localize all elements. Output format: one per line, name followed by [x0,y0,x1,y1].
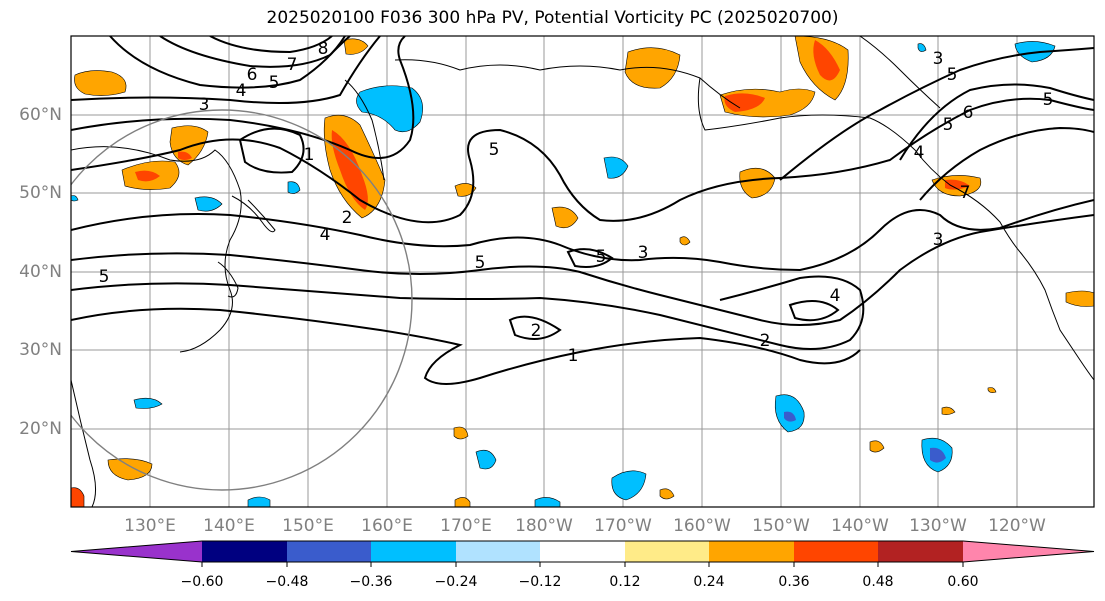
longitude-labels: 130°E 140°E 150°E 160°E 170°E 180°W 170°W 160°W… [124,516,1046,536]
lon-label: 120°W [988,516,1046,536]
colorbar-extend-high [963,541,1094,562]
coastlines [71,36,1094,507]
contour-label: 5 [947,65,958,85]
colorbar-tick-label: −0.60 [181,574,224,590]
contour-label: 2 [342,208,353,228]
colorbar-swatch [202,541,287,562]
contour-label: 4 [320,225,331,245]
colorbar-swatch [709,541,794,562]
pv-contours [71,36,1094,385]
lon-label: 180°W [515,516,573,536]
colorbar-tick-label: −0.24 [435,574,478,590]
lat-label: 30°N [19,340,62,360]
colorbar-swatch [794,541,878,562]
colorbar-tick-label: 0.60 [947,574,978,590]
lon-label: 160°W [673,516,731,536]
contour-label: 4 [236,81,247,101]
contour-label: 1 [568,346,579,366]
contour-label: 2 [531,321,542,341]
lon-label: 150°W [752,516,810,536]
lon-label: 150°E [282,516,334,536]
contour-label: 7 [960,183,971,203]
lat-label: 20°N [19,419,62,439]
contour-label: 5 [1043,90,1054,110]
lat-label: 60°N [19,105,62,125]
colorbar-tick-label: 0.36 [778,574,809,590]
colorbar-swatch [371,541,456,562]
contour-label: 5 [269,73,280,93]
colorbar-tick-label: −0.12 [519,574,562,590]
colorbar-tick-label: 0.48 [862,574,893,590]
colorbar-extend-low [71,541,202,562]
contour-label: 3 [933,49,944,69]
colorbar-swatch [625,541,709,562]
contour-label: 4 [830,286,841,306]
contour-label: 5 [596,247,607,267]
pv-anomaly-shading [71,36,1094,507]
lon-label: 170°W [594,516,652,536]
lat-label: 40°N [19,262,62,282]
contour-label: 7 [287,55,298,75]
colorbar-swatch [287,541,371,562]
colorbar-tick-label: −0.48 [266,574,309,590]
map-frame [70,35,1095,508]
lon-label: 140°E [203,516,255,536]
lon-label: 170°E [440,516,492,536]
colorbar-swatch [878,541,963,562]
contour-label: 6 [963,103,974,123]
colorbar-tick-label: −0.36 [350,574,393,590]
lon-label: 160°E [361,516,413,536]
colorbar-tick-label: 0.24 [693,574,724,590]
contour-label: 3 [199,95,210,115]
colorbar-swatch [540,541,625,562]
contour-label: 4 [914,143,925,163]
lon-label: 130°E [124,516,176,536]
contour-label: 2 [760,331,771,351]
contour-label: 5 [475,253,486,273]
contour-label: 1 [304,145,315,165]
latitude-labels: 60°N 50°N 40°N 30°N 20°N [19,105,62,439]
contour-label: 8 [318,39,329,59]
lat-label: 50°N [19,183,62,203]
lon-label: 130°W [909,516,967,536]
lon-label: 140°W [831,516,889,536]
contour-label: 5 [943,115,954,135]
contour-label: 5 [489,140,500,160]
colorbar: −0.60 −0.48 −0.36 −0.24 −0.12 0.12 0.24 0.36 0.4… [70,540,1095,590]
colorbar-tick-label: 0.12 [609,574,640,590]
contour-label: 6 [247,65,258,85]
contour-label: 3 [638,243,649,263]
chart-title: 2025020100 F036 300 hPa PV, Potential Vo… [266,8,839,28]
outlook-circle [71,109,413,491]
colorbar-swatch [456,541,540,562]
contour-label: 3 [933,230,944,250]
contour-label: 5 [99,267,110,287]
